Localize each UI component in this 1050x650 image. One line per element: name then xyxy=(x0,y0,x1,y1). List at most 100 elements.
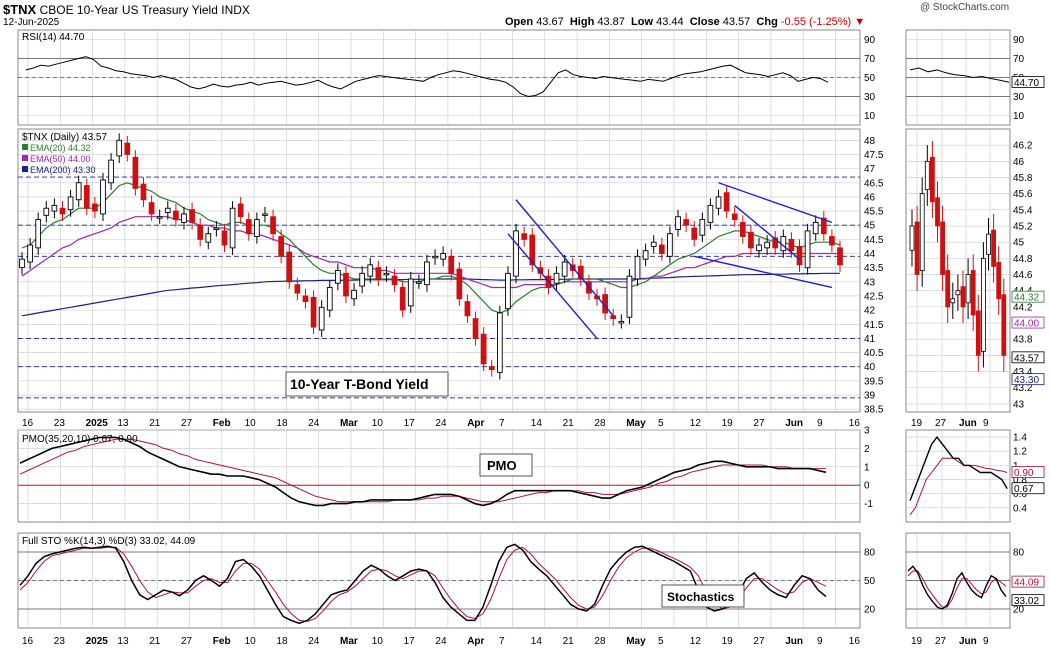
zoom-x-axis-label-bottom: 27 xyxy=(935,636,947,647)
close-last-badge-box xyxy=(1011,351,1045,364)
x-axis-label-top: 16 xyxy=(849,418,861,429)
x-axis-label-bottom: 10 xyxy=(372,636,384,647)
x-axis-label-bottom: 9 xyxy=(817,636,823,647)
price-zoom-tick-label: 43.4 xyxy=(1013,367,1033,378)
candle-body xyxy=(156,216,163,219)
x-axis-label-top: 18 xyxy=(276,418,288,429)
price-tick-label: 45.5 xyxy=(864,207,884,218)
candle-body xyxy=(796,245,803,266)
candle-body xyxy=(731,213,738,221)
zoom-x-axis-label-bottom: Jun xyxy=(959,636,977,647)
candle-body xyxy=(496,312,503,373)
ema-legend-swatch xyxy=(22,166,28,172)
zoom-candle-body xyxy=(960,286,966,308)
x-axis-label-top: 27 xyxy=(753,418,765,429)
price-tick-label: 48 xyxy=(864,136,876,147)
price-zoom-tick-label: 45.6 xyxy=(1013,189,1033,200)
pmo-tick-label: 1 xyxy=(864,462,870,473)
candle-body xyxy=(424,261,430,286)
ema200-last-badge-box xyxy=(1011,373,1045,386)
price-panel-zoom xyxy=(905,128,1011,413)
candle-body xyxy=(837,247,843,266)
x-axis-label-bottom: 2025 xyxy=(86,636,109,647)
rsi-tick-label: 70 xyxy=(864,54,876,65)
x-axis-label-bottom: 23 xyxy=(54,636,66,647)
zoom-candle-body xyxy=(981,257,986,352)
candle-body xyxy=(440,253,446,260)
price-tick-label: 42.5 xyxy=(864,291,884,302)
ohlc-readout: Open 43.67 High 43.87 Low 43.44 Close 43… xyxy=(505,16,865,28)
candle-body xyxy=(561,261,568,277)
ema20-last-badge-box xyxy=(1011,290,1045,303)
x-axis-label-bottom: 24 xyxy=(308,636,320,647)
candle-body xyxy=(715,196,722,209)
down-arrow-icon: ▼ xyxy=(854,16,866,28)
x-axis-label-top: 5 xyxy=(658,418,664,429)
candle-body xyxy=(19,258,25,269)
rsi-zoom-line xyxy=(909,67,1010,83)
x-axis-label-top: 17 xyxy=(404,418,416,429)
ema-legend-label: EMA(50) 44.00 xyxy=(30,154,91,164)
candle-body xyxy=(67,196,74,211)
zoom-candle-body xyxy=(975,310,981,356)
rsi-last-badge-box xyxy=(1011,76,1045,88)
price-tick-label: 41.5 xyxy=(864,320,884,331)
price-tick-label: 42 xyxy=(864,306,876,317)
candle-body xyxy=(513,230,519,277)
pmo-zoom-line xyxy=(909,435,1008,502)
x-axis-label-top: Apr xyxy=(467,418,484,429)
candle-body xyxy=(472,318,479,339)
candle-body xyxy=(27,244,33,263)
candle-body xyxy=(432,255,438,259)
candle-body xyxy=(383,272,390,276)
x-axis-label-top: Mar xyxy=(340,418,358,429)
candle-body xyxy=(343,272,349,297)
pmo-zoom-tick-label: 1.4 xyxy=(1013,433,1027,444)
price-tick-label: 44 xyxy=(864,249,876,260)
x-axis-label-bottom: 5 xyxy=(658,636,664,647)
sto-d-last-badge: 44.09 xyxy=(1014,578,1039,589)
candle-body xyxy=(132,156,139,189)
symbol: $TNX xyxy=(3,2,37,17)
x-axis-label-bottom: 21 xyxy=(149,636,161,647)
candle-body xyxy=(59,207,66,215)
ema50-last-badge-box xyxy=(1011,316,1045,329)
sto-zoom-d-line xyxy=(907,570,1007,608)
sto-tick-label: 50 xyxy=(864,576,876,587)
zoom-candle-body xyxy=(914,221,920,275)
candle-body xyxy=(51,204,58,212)
rsi-zoom-tick-label: 30 xyxy=(1013,92,1025,103)
ema200-line xyxy=(21,272,840,317)
candle-body xyxy=(691,227,698,240)
candle-body xyxy=(820,217,827,235)
candle-body xyxy=(92,203,98,212)
x-axis-label-bottom: 13 xyxy=(117,636,129,647)
ema200-last-badge: 43.30 xyxy=(1014,375,1039,386)
candle-body xyxy=(626,275,633,318)
price-zoom-tick-label: 46 xyxy=(1013,157,1025,168)
candle-body xyxy=(326,287,333,311)
x-axis-label-top: Feb xyxy=(213,418,231,429)
candle-body xyxy=(351,289,357,300)
candle-body xyxy=(829,236,835,246)
pmo-signal-line xyxy=(19,438,826,503)
candle-body xyxy=(529,234,536,266)
candle-body xyxy=(181,213,187,223)
rsi-zoom-tick-label: 70 xyxy=(1013,54,1025,65)
pmo-zoom-tick-label: 0.8 xyxy=(1013,475,1027,486)
close-value: 43.57 xyxy=(722,16,751,28)
candle-body xyxy=(772,237,779,249)
ema20-line xyxy=(21,182,841,314)
candle-body xyxy=(148,202,155,215)
x-axis-label-top: 21 xyxy=(149,418,161,429)
close-last-badge: 43.57 xyxy=(1014,353,1039,364)
price-zoom-tick-label: 44.2 xyxy=(1013,302,1033,313)
candle-body xyxy=(658,244,665,254)
price-zoom-tick-label: 43.8 xyxy=(1013,335,1033,346)
pmo-zoom-signal-line xyxy=(909,457,1008,516)
pmo-tick-label: -1 xyxy=(864,499,873,510)
zoom-candle-body xyxy=(996,262,1002,300)
x-axis-label-bottom: 27 xyxy=(753,636,765,647)
candle-body xyxy=(764,241,770,249)
chg-value: -0.55 (-1.25%) xyxy=(780,16,852,28)
